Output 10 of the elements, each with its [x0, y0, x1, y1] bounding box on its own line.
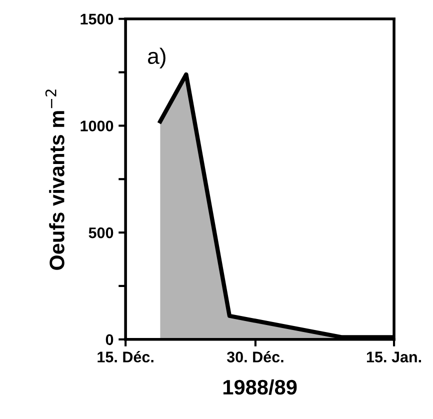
x-tick-label: 15. Jan.	[366, 352, 422, 362]
y-tick-label: 0	[106, 334, 114, 346]
y-axis-title: Oeufs vivants m$^{−2}$	[45, 90, 64, 270]
x-axis-title: 1988/89	[223, 379, 297, 395]
x-tick-label: 15. Déc.	[98, 351, 154, 362]
y-tick-label: 1000	[80, 120, 114, 132]
y-tick-label: 1500	[80, 14, 114, 25]
x-tick-label: 30. Déc.	[226, 351, 284, 362]
y-tick-label: 500	[88, 227, 114, 238]
annotation: a)	[148, 48, 166, 68]
